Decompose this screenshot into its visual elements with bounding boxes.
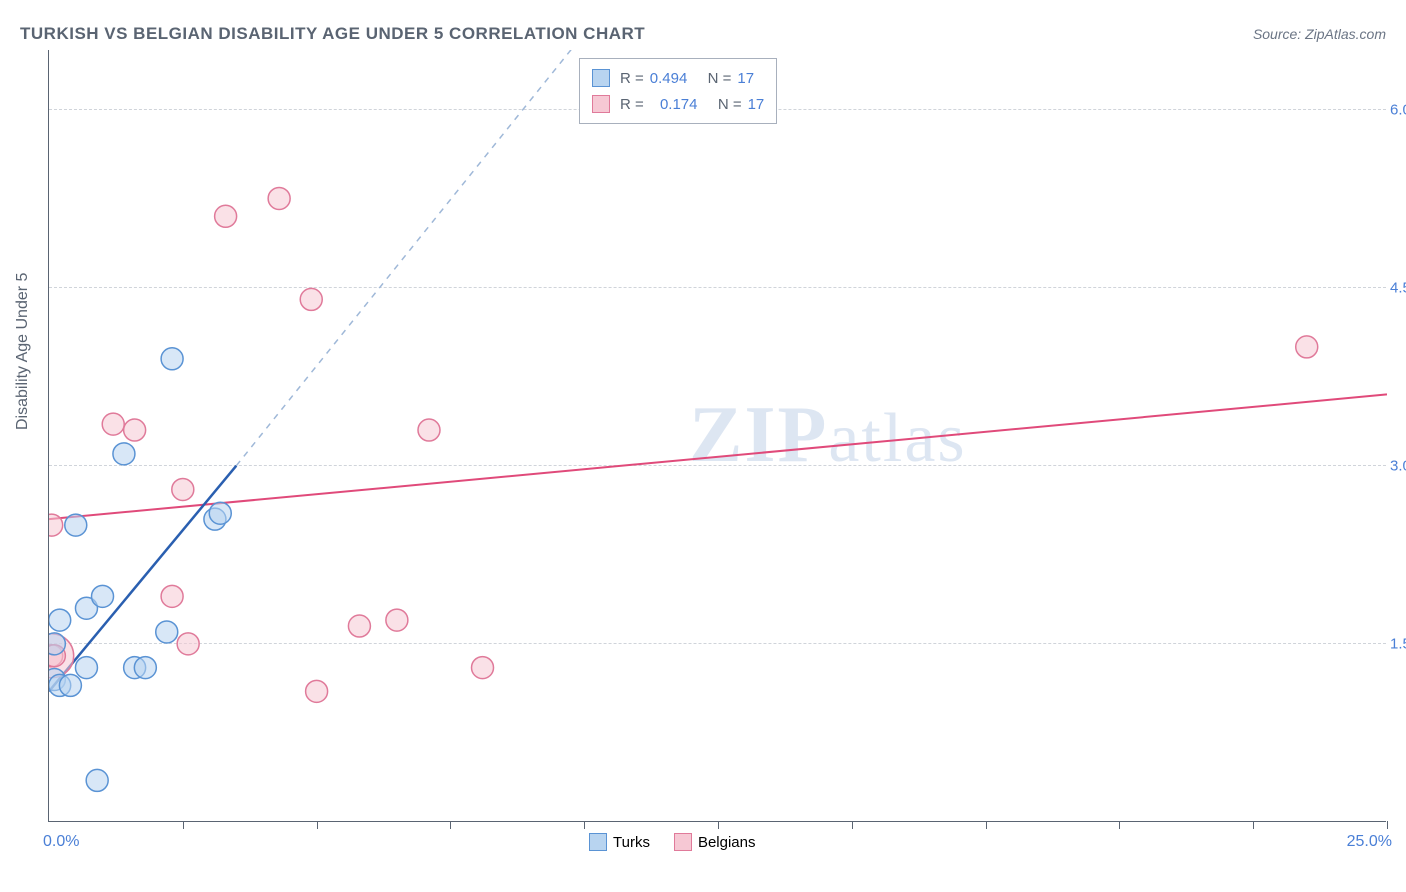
legend-row-belgians: R = 0.174 N = 17: [592, 91, 764, 117]
scatter-point-turks: [134, 657, 156, 679]
xtick: [1119, 821, 1120, 829]
n-label: N =: [718, 96, 742, 113]
scatter-point-belgians: [300, 288, 322, 310]
r-val-turks: 0.494: [650, 70, 688, 87]
scatter-point-belgians: [306, 680, 328, 702]
xtick: [986, 821, 987, 829]
scatter-point-turks: [86, 769, 108, 791]
scatter-point-belgians: [102, 413, 124, 435]
plot-area: ZIPatlas 1.5% 3.0% 4.5% 6.0% 0.0% 25.0% …: [48, 50, 1386, 822]
scatter-point-turks: [49, 633, 65, 655]
r-label: R =: [620, 70, 644, 87]
xtick: [584, 821, 585, 829]
xtick: [183, 821, 184, 829]
x-axis-max: 25.0%: [1347, 833, 1392, 851]
source-label: Source: ZipAtlas.com: [1253, 26, 1386, 42]
scatter-point-turks: [92, 585, 114, 607]
scatter-point-turks: [49, 609, 71, 631]
scatter-point-turks: [113, 443, 135, 465]
scatter-svg: [49, 50, 1387, 822]
xtick: [718, 821, 719, 829]
chart-title: TURKISH VS BELGIAN DISABILITY AGE UNDER …: [20, 24, 645, 44]
xtick: [317, 821, 318, 829]
x-axis-min: 0.0%: [43, 833, 79, 851]
scatter-point-belgians: [172, 478, 194, 500]
r-val-belgians: 0.174: [660, 96, 698, 113]
scatter-point-belgians: [177, 633, 199, 655]
scatter-point-belgians: [418, 419, 440, 441]
scatter-point-turks: [65, 514, 87, 536]
xtick: [1387, 821, 1388, 829]
ytick-label: 6.0%: [1390, 102, 1406, 119]
swatch-belgians: [674, 833, 692, 851]
bottom-legend: Turks Belgians: [589, 833, 756, 851]
ytick-label: 4.5%: [1390, 280, 1406, 297]
chart-root: TURKISH VS BELGIAN DISABILITY AGE UNDER …: [0, 0, 1406, 892]
scatter-point-turks: [209, 502, 231, 524]
scatter-point-belgians: [124, 419, 146, 441]
scatter-point-belgians: [161, 585, 183, 607]
scatter-point-belgians: [1296, 336, 1318, 358]
legend-item-belgians: Belgians: [674, 833, 756, 851]
trendline-belgians: [49, 394, 1387, 519]
swatch-turks: [589, 833, 607, 851]
scatter-point-belgians: [215, 205, 237, 227]
ytick-label: 3.0%: [1390, 458, 1406, 475]
scatter-point-belgians: [268, 187, 290, 209]
ytick-label: 1.5%: [1390, 636, 1406, 653]
n-label: N =: [708, 70, 732, 87]
scatter-point-turks: [59, 674, 81, 696]
n-val-turks: 17: [737, 70, 754, 87]
xtick: [852, 821, 853, 829]
scatter-point-belgians: [386, 609, 408, 631]
legend-label: Belgians: [698, 834, 756, 851]
swatch-belgians: [592, 95, 610, 113]
xtick: [450, 821, 451, 829]
xtick: [1253, 821, 1254, 829]
y-axis-label: Disability Age Under 5: [14, 273, 32, 430]
trendline-turks-dashed: [236, 50, 637, 466]
legend-label: Turks: [613, 834, 650, 851]
scatter-point-turks: [161, 348, 183, 370]
legend-item-turks: Turks: [589, 833, 650, 851]
n-val-belgians: 17: [748, 96, 765, 113]
scatter-point-belgians: [472, 657, 494, 679]
legend-row-turks: R = 0.494 N = 17: [592, 65, 764, 91]
swatch-turks: [592, 69, 610, 87]
scatter-point-belgians: [348, 615, 370, 637]
scatter-point-turks: [75, 657, 97, 679]
stats-legend: R = 0.494 N = 17 R = 0.174 N = 17: [579, 58, 777, 124]
scatter-point-turks: [156, 621, 178, 643]
r-label: R =: [620, 96, 644, 113]
